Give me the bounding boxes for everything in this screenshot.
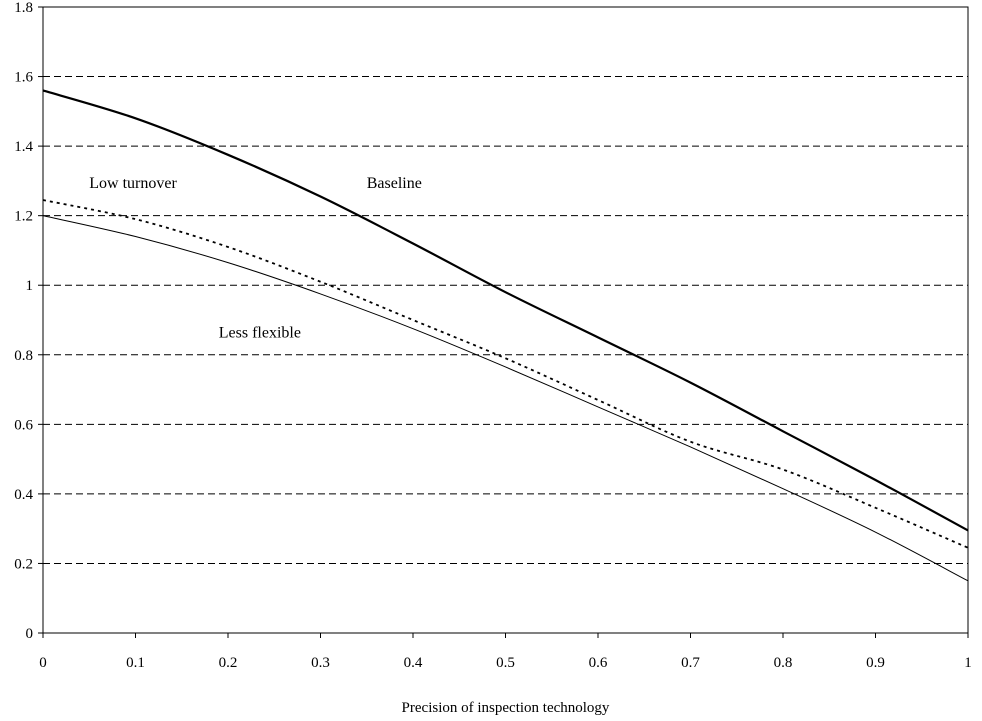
y-tick-label: 1.6 xyxy=(14,70,33,86)
series-labels: Baseline Low turnover Less flexible xyxy=(89,175,422,342)
series-line-baseline xyxy=(42,89,969,532)
y-tick-label: 1.8 xyxy=(14,0,33,16)
x-tick-label: 0.6 xyxy=(589,655,608,671)
x-tick-label: 0.9 xyxy=(866,655,885,671)
series-label-less-flexible: Less flexible xyxy=(219,324,301,341)
y-tick-label: 0.2 xyxy=(14,556,33,572)
y-tick-label: 1 xyxy=(26,278,34,294)
y-tick-label: 1.2 xyxy=(14,209,33,225)
x-tick-label: 0.1 xyxy=(126,655,145,671)
x-axis-title: Precision of inspection technology xyxy=(402,700,610,716)
gridlines xyxy=(43,76,968,564)
y-tick-label: 1.4 xyxy=(14,139,33,155)
x-tick-label: 0.5 xyxy=(496,655,515,671)
y-tick-label: 0 xyxy=(26,626,34,642)
series-label-baseline: Baseline xyxy=(367,175,422,192)
series-label-low-turnover: Low turnover xyxy=(89,175,177,192)
x-axis-ticks: 0 0.1 0.2 0.3 0.4 0.5 0.6 0.7 0.8 0.9 1 xyxy=(39,633,972,671)
x-tick-label: 0.8 xyxy=(774,655,793,671)
series-line-less-flexible xyxy=(42,215,969,582)
y-tick-label: 0.6 xyxy=(14,417,33,433)
x-tick-label: 0.4 xyxy=(404,655,423,671)
x-tick-label: 0 xyxy=(39,655,47,671)
y-tick-label: 0.8 xyxy=(14,348,33,364)
x-tick-label: 0.2 xyxy=(219,655,238,671)
series-line-low-turnover xyxy=(42,199,969,549)
x-tick-label: 0.3 xyxy=(311,655,330,671)
x-tick-label: 0.7 xyxy=(681,655,700,671)
y-tick-label: 0.4 xyxy=(14,487,33,503)
y-axis-ticks: 0 0.2 0.4 0.6 0.8 1 1.2 1.4 1.6 1.8 xyxy=(14,0,43,642)
x-tick-label: 1 xyxy=(964,655,972,671)
plot-area-frame xyxy=(42,6,969,634)
series-lines xyxy=(42,89,969,582)
